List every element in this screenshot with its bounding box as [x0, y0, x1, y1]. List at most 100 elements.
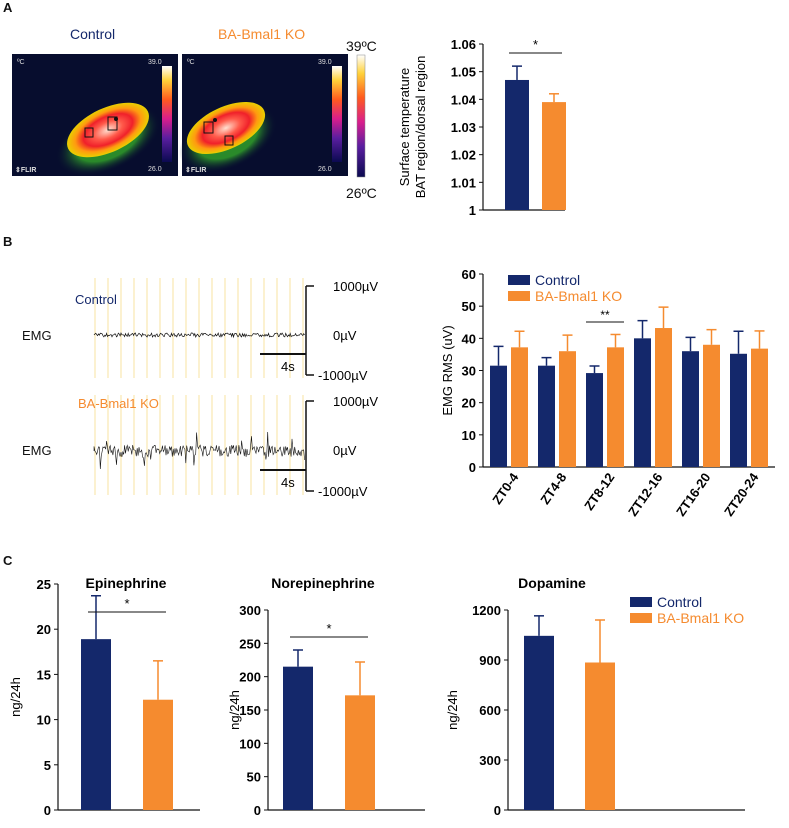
- bar-control: [490, 365, 507, 467]
- legend-label: Control: [535, 272, 580, 288]
- x-tick-label: ZT16-20: [673, 470, 713, 519]
- panel-label-b: B: [3, 234, 13, 249]
- chart-title: Epinephrine: [86, 575, 167, 591]
- legend-label: Control: [657, 594, 702, 610]
- cam-unit-control: ºC: [17, 59, 25, 66]
- x-tick-label: ZT4-8: [537, 470, 569, 507]
- bar-control: [505, 79, 529, 210]
- y-tick-label: 300: [239, 603, 261, 618]
- bar-control: [524, 635, 554, 810]
- bar-ko: [511, 347, 528, 467]
- bar-ko: [143, 699, 173, 810]
- bar-ko: [585, 662, 615, 810]
- y-tick-label: 1.03: [451, 120, 476, 135]
- chart-surface-temperature: 1 1.01 1.02 1.03 1.04 1.05 1.06 * Surface temper…: [397, 37, 566, 218]
- y-tick-label: 50: [462, 299, 476, 314]
- significance-mark: **: [600, 308, 610, 322]
- cam-min-ko: 26.0: [318, 166, 332, 173]
- y-tick-label: 300: [479, 753, 501, 768]
- y-tick-label: 900: [479, 653, 501, 668]
- legend-label: BA-Bmal1 KO: [657, 610, 744, 626]
- thermal-ko-label: BA-Bmal1 KO: [218, 26, 306, 42]
- emg-control-scale-bot: -1000µV: [318, 368, 368, 383]
- temperature-scale-max: 39ºC: [346, 38, 377, 54]
- y-tick-label: 150: [239, 703, 261, 718]
- emg-ko-time-label: 4s: [281, 475, 295, 490]
- y-tick-label: 60: [462, 267, 476, 282]
- y-tick-label: 10: [37, 713, 51, 728]
- bar-control: [538, 365, 555, 467]
- cam-max-control: 39.0: [148, 59, 162, 66]
- significance-mark: *: [533, 37, 538, 52]
- y-axis-label: ng/24h: [227, 690, 242, 730]
- bar-ko: [703, 344, 720, 467]
- temperature-scale-min: 26ºC: [346, 185, 377, 201]
- bar-control: [730, 353, 747, 467]
- emg-ko-axis-label: EMG: [22, 443, 52, 458]
- chart-dopamine: 0 300 600 900 1200 Dopamine ng/24h ControlBA-Bm…: [445, 575, 745, 818]
- flir-logo-ko: ⇕FLIR: [185, 166, 206, 174]
- thermal-control-label: Control: [70, 26, 116, 42]
- legend-swatch: [508, 275, 530, 285]
- y-tick-label: 40: [462, 331, 476, 346]
- y-tick-label: 0: [254, 803, 261, 818]
- bar-control: [586, 373, 603, 467]
- emg-ko-scale-top: 1000µV: [333, 394, 378, 409]
- emg-control-trace: [93, 332, 305, 339]
- y-axis-label: EMG RMS (uV): [440, 325, 455, 415]
- bar-ko: [751, 348, 768, 467]
- emg-ko-scale-mid: 0µV: [333, 443, 357, 458]
- y-tick-label: 200: [239, 670, 261, 685]
- bar-ko: [559, 351, 576, 467]
- chart-title: Norepinephrine: [271, 575, 375, 591]
- bar-control: [283, 666, 313, 810]
- y-tick-label: 50: [247, 770, 261, 785]
- y-tick-label: 25: [37, 577, 51, 592]
- flir-logo-control: ⇕FLIR: [15, 166, 36, 174]
- x-tick-label: ZT0-4: [489, 469, 522, 507]
- y-tick-label: 20: [462, 396, 476, 411]
- emg-control-scale-mid: 0µV: [333, 328, 357, 343]
- significance-mark: *: [326, 621, 331, 636]
- y-tick-label: 600: [479, 703, 501, 718]
- y-tick-label: 5: [44, 758, 51, 773]
- chart-epinephrine: 0 5 10 15 20 25 * Epinephrine ng/24h: [8, 575, 200, 818]
- y-tick-label: 10: [462, 428, 476, 443]
- emg-traces: Control EMG 1000µV 0µV -1000µV 4s BA-Bma…: [22, 278, 378, 499]
- x-tick-label: ZT20-24: [721, 469, 762, 518]
- emg-control-label: Control: [75, 292, 117, 307]
- y-axis-label: ng/24h: [445, 690, 460, 730]
- bar-ko: [655, 328, 672, 467]
- bar-ko: [607, 347, 624, 467]
- emg-ko-label: BA-Bmal1 KO: [78, 396, 159, 411]
- legend-swatch: [508, 291, 530, 301]
- y-axis-label-line: Surface temperature: [397, 68, 412, 187]
- legend-swatch: [630, 597, 652, 607]
- bar-control: [634, 338, 651, 467]
- bar-control: [81, 639, 111, 810]
- emg-ko-scale-bot: -1000µV: [318, 484, 368, 499]
- y-tick-label: 20: [37, 622, 51, 637]
- legend-label: BA-Bmal1 KO: [535, 288, 622, 304]
- thermal-images: ºC 39.0 26.0 ⇕FLIR ºC 39.0 26.0 ⇕FLIR 39…: [12, 38, 377, 201]
- bar-control: [682, 351, 699, 467]
- y-tick-label: 1.04: [451, 92, 477, 107]
- y-tick-label: 0: [469, 460, 476, 475]
- emg-control-scale-top: 1000µV: [333, 279, 378, 294]
- cam-min-control: 26.0: [148, 166, 162, 173]
- x-tick-label: ZT8-12: [581, 470, 617, 513]
- y-tick-label: 1.01: [451, 175, 476, 190]
- panel-label-a: A: [3, 0, 13, 15]
- emg-ko-trace: [93, 431, 305, 470]
- thermal-control-image: ºC 39.0 26.0 ⇕FLIR: [12, 54, 178, 177]
- y-axis-label-line: BAT region/dorsal region: [413, 56, 428, 199]
- y-tick-label: 0: [494, 803, 501, 818]
- y-axis-label: ng/24h: [8, 677, 23, 717]
- cam-unit-ko: ºC: [187, 59, 195, 66]
- chart-norepinephrine: 0 50 100 150 200 250 300 * Norepinephrine ng/24h: [227, 575, 425, 818]
- y-tick-label: 30: [462, 364, 476, 379]
- thermal-ko-image: ºC 39.0 26.0 ⇕FLIR: [179, 54, 348, 176]
- y-tick-label: 0: [44, 803, 51, 818]
- y-tick-label: 1.06: [451, 37, 476, 52]
- temperature-scale-bar: [356, 54, 366, 178]
